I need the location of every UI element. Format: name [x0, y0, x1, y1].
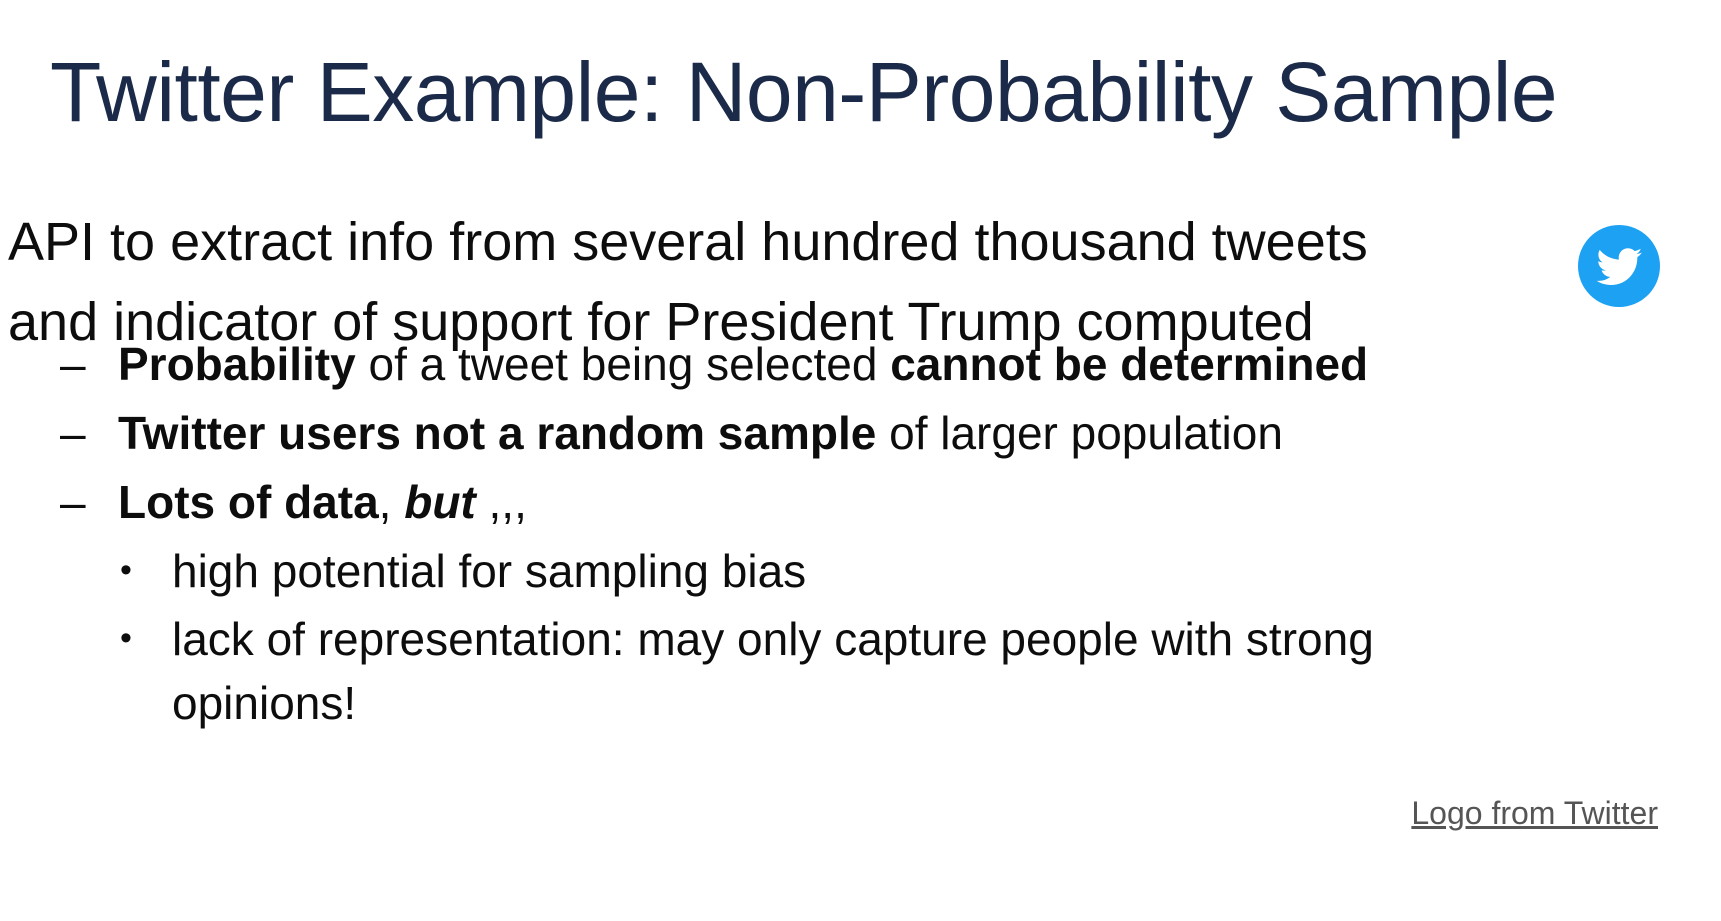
point-3-text-b: ,,, — [475, 476, 527, 528]
point-3-text-a: , — [378, 476, 405, 528]
point-1-text: of a tweet being selected — [355, 338, 891, 390]
point-3-bold: Lots of data — [118, 476, 379, 528]
bullet-2-continuation: opinions! — [172, 677, 357, 729]
main-statement-line-2: and indicator of support for President T… — [8, 292, 1314, 352]
slide-title: Twitter Example: Non-Probability Sample — [50, 45, 1558, 139]
bullet-marker: • — [120, 551, 132, 589]
bullet-marker: • — [120, 619, 132, 657]
point-1-bold-b: cannot be determined — [890, 338, 1369, 390]
point-1-bold-a: Probability — [118, 338, 356, 390]
point-probability: – Probability of a tweet being selected c… — [60, 334, 1368, 394]
point-twitter-users: – Twitter users not a random sample of la… — [60, 403, 1283, 463]
dash-marker: – — [60, 407, 86, 459]
logo-credit-link[interactable]: Logo from Twitter — [1411, 795, 1658, 831]
point-3-italic: but — [404, 476, 476, 528]
point-lots-of-data: – Lots of data, but ,,, — [60, 472, 527, 532]
point-2-text: of larger population — [876, 407, 1283, 459]
bullet-sampling-bias: • high potential for sampling bias — [120, 538, 806, 603]
main-statement-line-1: API to extract info from several hundred… — [8, 212, 1368, 272]
dash-marker: – — [60, 338, 86, 390]
twitter-bird-icon — [1578, 225, 1660, 307]
point-2-bold: Twitter users not a random sample — [118, 407, 877, 459]
bullet-2-text: lack of representation: may only capture… — [172, 613, 1374, 665]
main-statement: API to extract info from several hundred… — [8, 202, 1568, 362]
dash-marker: – — [60, 476, 86, 528]
bullet-1-text: high potential for sampling bias — [172, 545, 807, 597]
bullet-representation: • lack of representation: may only captur… — [120, 606, 1374, 735]
